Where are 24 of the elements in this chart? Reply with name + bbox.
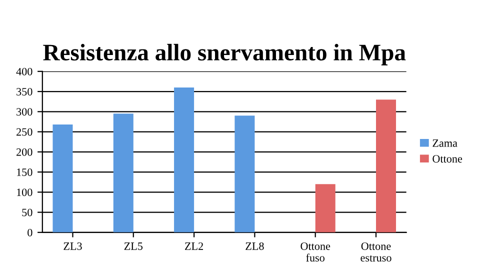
y-tick-label: 200	[16, 148, 32, 156]
x-tick-label: ZL3	[64, 242, 82, 250]
bar	[315, 184, 336, 232]
legend-label: Ottone	[432, 155, 462, 163]
bar	[174, 88, 194, 232]
bar	[113, 114, 134, 232]
y-tick-label: 400	[16, 68, 32, 76]
y-tick-label: 350	[16, 88, 32, 96]
x-tick-label: ZL8	[246, 242, 264, 250]
bar	[234, 116, 255, 232]
y-tick-label: 100	[17, 188, 32, 196]
x-tick-label: ZL2	[185, 242, 203, 250]
x-tick-label: ZL5	[124, 242, 143, 250]
legend-label: Zama	[432, 139, 458, 147]
y-tick-label: 150	[17, 168, 32, 176]
x-tick-label: Ottone fuso	[300, 242, 330, 262]
y-tick-label: 0	[28, 228, 32, 236]
y-tick-label: 250	[16, 128, 32, 136]
y-tick-label: 300	[16, 108, 32, 116]
y-tick-label: 50	[22, 208, 32, 216]
chart-title: Resistenza allo snervamento in Mpa	[43, 44, 406, 66]
bar	[52, 124, 73, 232]
x-tick-label: Ottone estruso	[360, 242, 392, 262]
bar	[376, 100, 396, 232]
